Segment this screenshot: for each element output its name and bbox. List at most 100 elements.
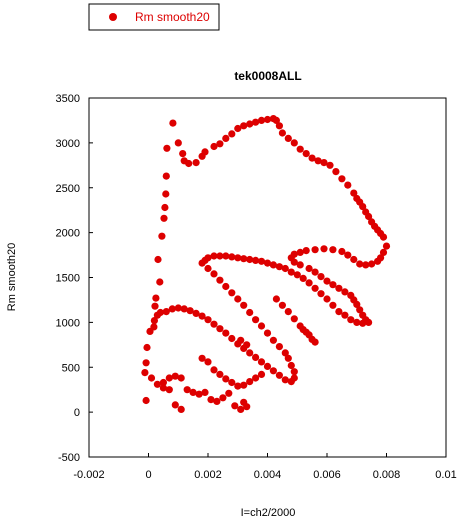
data-point — [159, 384, 167, 392]
data-point — [263, 329, 272, 337]
data-point — [353, 318, 361, 326]
data-point — [320, 159, 328, 167]
data-point — [353, 300, 361, 308]
data-point — [257, 322, 266, 330]
data-point — [192, 309, 200, 317]
data-point — [198, 312, 206, 320]
y-tick-label: 500 — [62, 362, 80, 374]
data-point — [195, 390, 203, 398]
data-point — [379, 248, 388, 256]
data-point — [162, 172, 170, 180]
data-point — [153, 380, 161, 388]
data-point — [234, 382, 242, 390]
data-point — [293, 271, 301, 279]
data-point — [222, 134, 230, 142]
data-point — [228, 378, 236, 387]
x-tick-label: 0.006 — [313, 469, 341, 481]
data-point — [284, 354, 292, 362]
data-point — [189, 388, 197, 396]
data-point — [165, 386, 173, 394]
data-point — [219, 394, 227, 402]
data-point — [160, 214, 168, 222]
data-point — [365, 318, 373, 326]
data-point — [317, 273, 325, 281]
x-tick-label: 0.01 — [435, 469, 456, 481]
data-point — [275, 122, 283, 130]
data-point — [263, 259, 272, 267]
data-point — [311, 246, 319, 254]
data-point — [210, 142, 218, 151]
data-point — [207, 396, 215, 404]
data-point — [183, 386, 191, 394]
data-point — [314, 157, 322, 165]
data-point — [174, 304, 182, 312]
y-tick-label: 3500 — [56, 93, 80, 105]
data-point — [163, 144, 171, 152]
data-point — [252, 353, 260, 361]
data-point — [222, 375, 230, 383]
data-point — [299, 326, 307, 334]
data-point — [216, 325, 224, 333]
data-point — [308, 154, 316, 162]
data-point — [290, 258, 298, 266]
data-point — [142, 359, 150, 367]
data-point — [281, 376, 289, 384]
data-point — [329, 246, 337, 254]
data-point — [237, 405, 245, 413]
data-point — [246, 349, 254, 357]
data-point — [225, 389, 233, 397]
data-point — [169, 119, 177, 127]
x-tick-label: 0.002 — [194, 469, 222, 481]
data-point — [341, 311, 349, 319]
y-tick-label: 1000 — [56, 317, 80, 329]
data-point — [296, 261, 304, 269]
data-point — [228, 253, 236, 261]
data-point — [162, 308, 170, 316]
data-point — [269, 261, 277, 269]
data-point — [311, 284, 319, 292]
legend: Rm smooth20 — [88, 3, 220, 31]
data-point — [177, 405, 185, 413]
data-point — [240, 122, 248, 130]
y-tick-label: -500 — [58, 452, 80, 464]
data-point — [257, 257, 266, 265]
data-point — [356, 260, 364, 268]
data-point — [347, 316, 355, 324]
data-point — [237, 336, 245, 344]
data-point — [311, 338, 319, 346]
data-point — [141, 369, 149, 377]
y-tick-label: 1500 — [56, 273, 80, 285]
data-point — [147, 374, 156, 382]
data-point — [344, 251, 352, 259]
data-point — [240, 301, 248, 309]
data-point — [323, 295, 331, 303]
data-point — [146, 327, 154, 335]
data-point — [210, 252, 218, 260]
data-point — [222, 252, 230, 260]
data-point — [323, 277, 331, 285]
data-point — [210, 366, 218, 374]
data-point — [350, 255, 358, 264]
data-point — [269, 367, 277, 375]
data-point — [305, 264, 313, 273]
data-point — [216, 252, 224, 260]
x-tick-label: 0.008 — [373, 469, 401, 481]
data-point — [234, 295, 242, 303]
data-point — [350, 189, 358, 197]
data-points — [141, 115, 391, 413]
data-point — [257, 358, 266, 366]
x-tick-label: 0.004 — [254, 469, 282, 481]
y-tick-label: 0 — [74, 407, 80, 419]
data-point — [180, 305, 188, 313]
data-point — [213, 397, 221, 405]
plot-area — [88, 97, 447, 458]
data-point — [299, 274, 307, 282]
axis-ticks: -0.002 0 0.002 0.004 0.006 0.008 0.01 -500 0 500 1… — [56, 93, 457, 481]
data-point — [246, 120, 254, 128]
data-point — [204, 316, 212, 324]
data-point — [278, 301, 286, 309]
x-tick-label: 0 — [145, 469, 151, 481]
data-point — [231, 402, 239, 410]
data-point — [198, 354, 206, 362]
